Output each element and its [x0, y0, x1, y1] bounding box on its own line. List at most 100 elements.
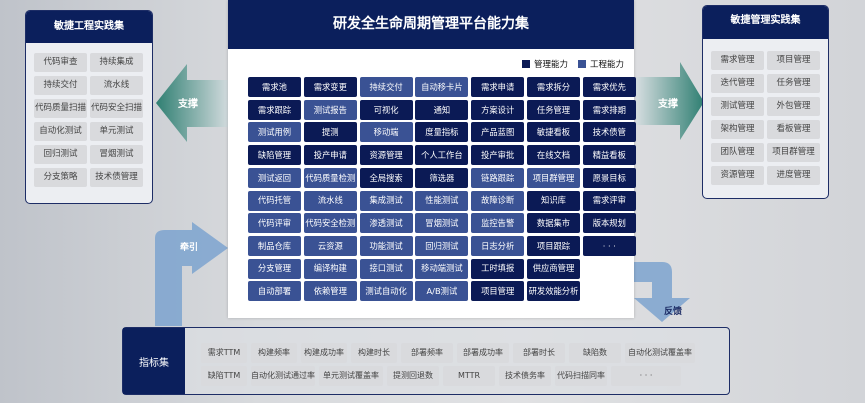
capability-cell[interactable]: 知识库: [527, 190, 580, 211]
practice-item: 分支策略: [34, 168, 87, 187]
capability-cell[interactable]: 敏捷看板: [527, 122, 580, 143]
capability-cell[interactable]: 回归测试: [415, 235, 469, 256]
capability-cell[interactable]: 可视化: [359, 99, 413, 120]
capability-cell[interactable]: 制品仓库: [248, 235, 301, 256]
right-support-arrow: [636, 62, 704, 140]
capability-cell[interactable]: 渗透测试: [359, 213, 413, 234]
legend-management: 管理能力: [521, 58, 568, 70]
capability-cell[interactable]: 需求跟踪: [248, 99, 301, 120]
practice-item: 任务管理: [767, 74, 820, 93]
practice-item: 进度管理: [767, 166, 820, 185]
capability-cell[interactable]: 缺陷管理: [248, 145, 301, 166]
capability-cell[interactable]: 研发效能分析: [527, 281, 580, 302]
capability-cell[interactable]: 接口测试: [359, 258, 413, 279]
metric-item: 技术债务率: [499, 366, 551, 386]
capability-cell[interactable]: 编译构建: [303, 258, 357, 279]
practice-item: 迭代管理: [711, 74, 764, 93]
capability-cell[interactable]: 愿景目标: [582, 167, 636, 188]
practice-item: 持续集成: [90, 53, 143, 72]
page-title: 研发全生命周期管理平台能力集: [228, 0, 634, 49]
practice-item: 项目群管理: [767, 143, 820, 162]
capability-cell[interactable]: 工时填报: [471, 258, 525, 279]
capability-cell[interactable]: 版本规划: [582, 213, 636, 234]
capability-cell[interactable]: 自动部署: [248, 281, 301, 302]
capability-cell[interactable]: 需求变更: [303, 77, 357, 97]
capability-cell[interactable]: 代码托管: [248, 190, 301, 211]
capability-cell[interactable]: 分支管理: [248, 258, 301, 279]
capability-cell[interactable]: 投产申请: [303, 145, 357, 166]
capability-cell[interactable]: 冒烟测试: [415, 213, 469, 234]
capability-cell[interactable]: 移动端测试: [415, 258, 469, 279]
capability-cell[interactable]: 集成测试: [359, 190, 413, 211]
practice-item: 回归测试: [34, 145, 87, 164]
practice-item: 项目管理: [767, 51, 820, 70]
capability-cell[interactable]: 度量指标: [415, 122, 469, 143]
capability-cell[interactable]: 测试用例: [248, 122, 301, 143]
capability-cell[interactable]: 通知: [415, 99, 469, 120]
metric-item: 缺陷TTM: [201, 366, 247, 386]
capability-cell[interactable]: 测试报告: [303, 99, 357, 120]
capability-cell[interactable]: 资源管理: [359, 145, 413, 166]
capability-cell[interactable]: 需求拆分: [527, 77, 580, 97]
capability-cell[interactable]: 测试返回: [248, 167, 301, 188]
metric-item: 自动化测试通过率: [251, 366, 315, 386]
capability-cell[interactable]: 投产审批: [471, 145, 525, 166]
practice-item: 单元测试: [90, 122, 143, 141]
capability-cell[interactable]: 测试自动化: [359, 281, 413, 302]
capability-cell[interactable]: 项目跟踪: [527, 235, 580, 256]
practice-item: 团队管理: [711, 143, 764, 162]
capability-cell[interactable]: 持续交付: [359, 77, 413, 97]
metric-item: 部署时长: [513, 343, 565, 363]
capability-cell[interactable]: 代码安全检测: [303, 213, 357, 234]
capability-cell[interactable]: 产品蓝图: [471, 122, 525, 143]
metric-item: 提测回退数: [387, 366, 439, 386]
capability-cell[interactable]: 日志分析: [471, 235, 525, 256]
metric-item: 自动化测试覆盖率: [625, 343, 695, 363]
capability-cell[interactable]: 提测: [303, 122, 357, 143]
capability-cell[interactable]: 依赖管理: [303, 281, 357, 302]
capability-cell[interactable]: 代码质量检测: [303, 167, 357, 188]
capability-cell[interactable]: 任务管理: [527, 99, 580, 120]
capability-cell[interactable]: 需求排期: [582, 99, 636, 120]
capability-cell[interactable]: 个人工作台: [415, 145, 469, 166]
metric-item: · · ·: [611, 366, 681, 386]
capability-cell[interactable]: · · ·: [582, 235, 636, 256]
metric-item: 构建时长: [351, 343, 397, 363]
capability-cell[interactable]: 云资源: [303, 235, 357, 256]
capability-cell[interactable]: 项目管理: [471, 281, 525, 302]
capability-cell[interactable]: 功能测试: [359, 235, 413, 256]
capability-cell[interactable]: 精益看板: [582, 145, 636, 166]
capability-cell[interactable]: 需求优先: [582, 77, 636, 97]
capability-cell[interactable]: A/B测试: [415, 281, 469, 302]
capability-cell[interactable]: 移动端: [359, 122, 413, 143]
capability-cell[interactable]: 链路跟踪: [471, 167, 525, 188]
metric-item: 单元测试覆盖率: [319, 366, 383, 386]
capability-cell[interactable]: 供应商管理: [527, 258, 580, 279]
capability-cell[interactable]: 代码评审: [248, 213, 301, 234]
agile-management-panel: 敏捷管理实践集 需求管理 项目管理 迭代管理 任务管理 测试管理 外包管理 架构管理 看板管理…: [702, 5, 829, 199]
capability-cell[interactable]: 需求池: [248, 77, 301, 97]
capability-cell[interactable]: 自动移卡片: [415, 77, 469, 97]
agile-engineering-panel: 敏捷工程实践集 代码审查 持续集成 持续交付 流水线 代码质量扫描 代码安全扫描 自动化测试…: [25, 10, 153, 204]
capability-cell[interactable]: 数据集市: [527, 213, 580, 234]
capability-cell[interactable]: 技术债管: [582, 122, 636, 143]
capability-cell[interactable]: 故障诊断: [471, 190, 525, 211]
metric-item: 部署成功率: [457, 343, 509, 363]
capability-cell[interactable]: 需求评审: [582, 190, 636, 211]
capability-cell[interactable]: 性能测试: [415, 190, 469, 211]
capability-panel: 研发全生命周期管理平台能力集 管理能力 工程能力 需求池 需求变更 持续交付 自动移卡…: [228, 0, 636, 318]
capability-cell[interactable]: 需求申请: [471, 77, 525, 97]
capability-cell[interactable]: 监控告警: [471, 213, 525, 234]
capability-cell[interactable]: 在线文档: [527, 145, 580, 166]
practice-item: 代码质量扫描: [34, 99, 87, 118]
capability-cell[interactable]: 方案设计: [471, 99, 525, 120]
feedback-arrow: [634, 262, 690, 322]
practice-item: 持续交付: [34, 76, 87, 95]
capability-cell[interactable]: 项目群管理: [527, 167, 580, 188]
capability-cell[interactable]: 筛选器: [415, 167, 469, 188]
capability-cell[interactable]: 全局搜索: [359, 167, 413, 188]
capability-cell[interactable]: 流水线: [303, 190, 357, 211]
left-support-label: 支撑: [178, 99, 198, 110]
practice-item: 看板管理: [767, 120, 820, 139]
